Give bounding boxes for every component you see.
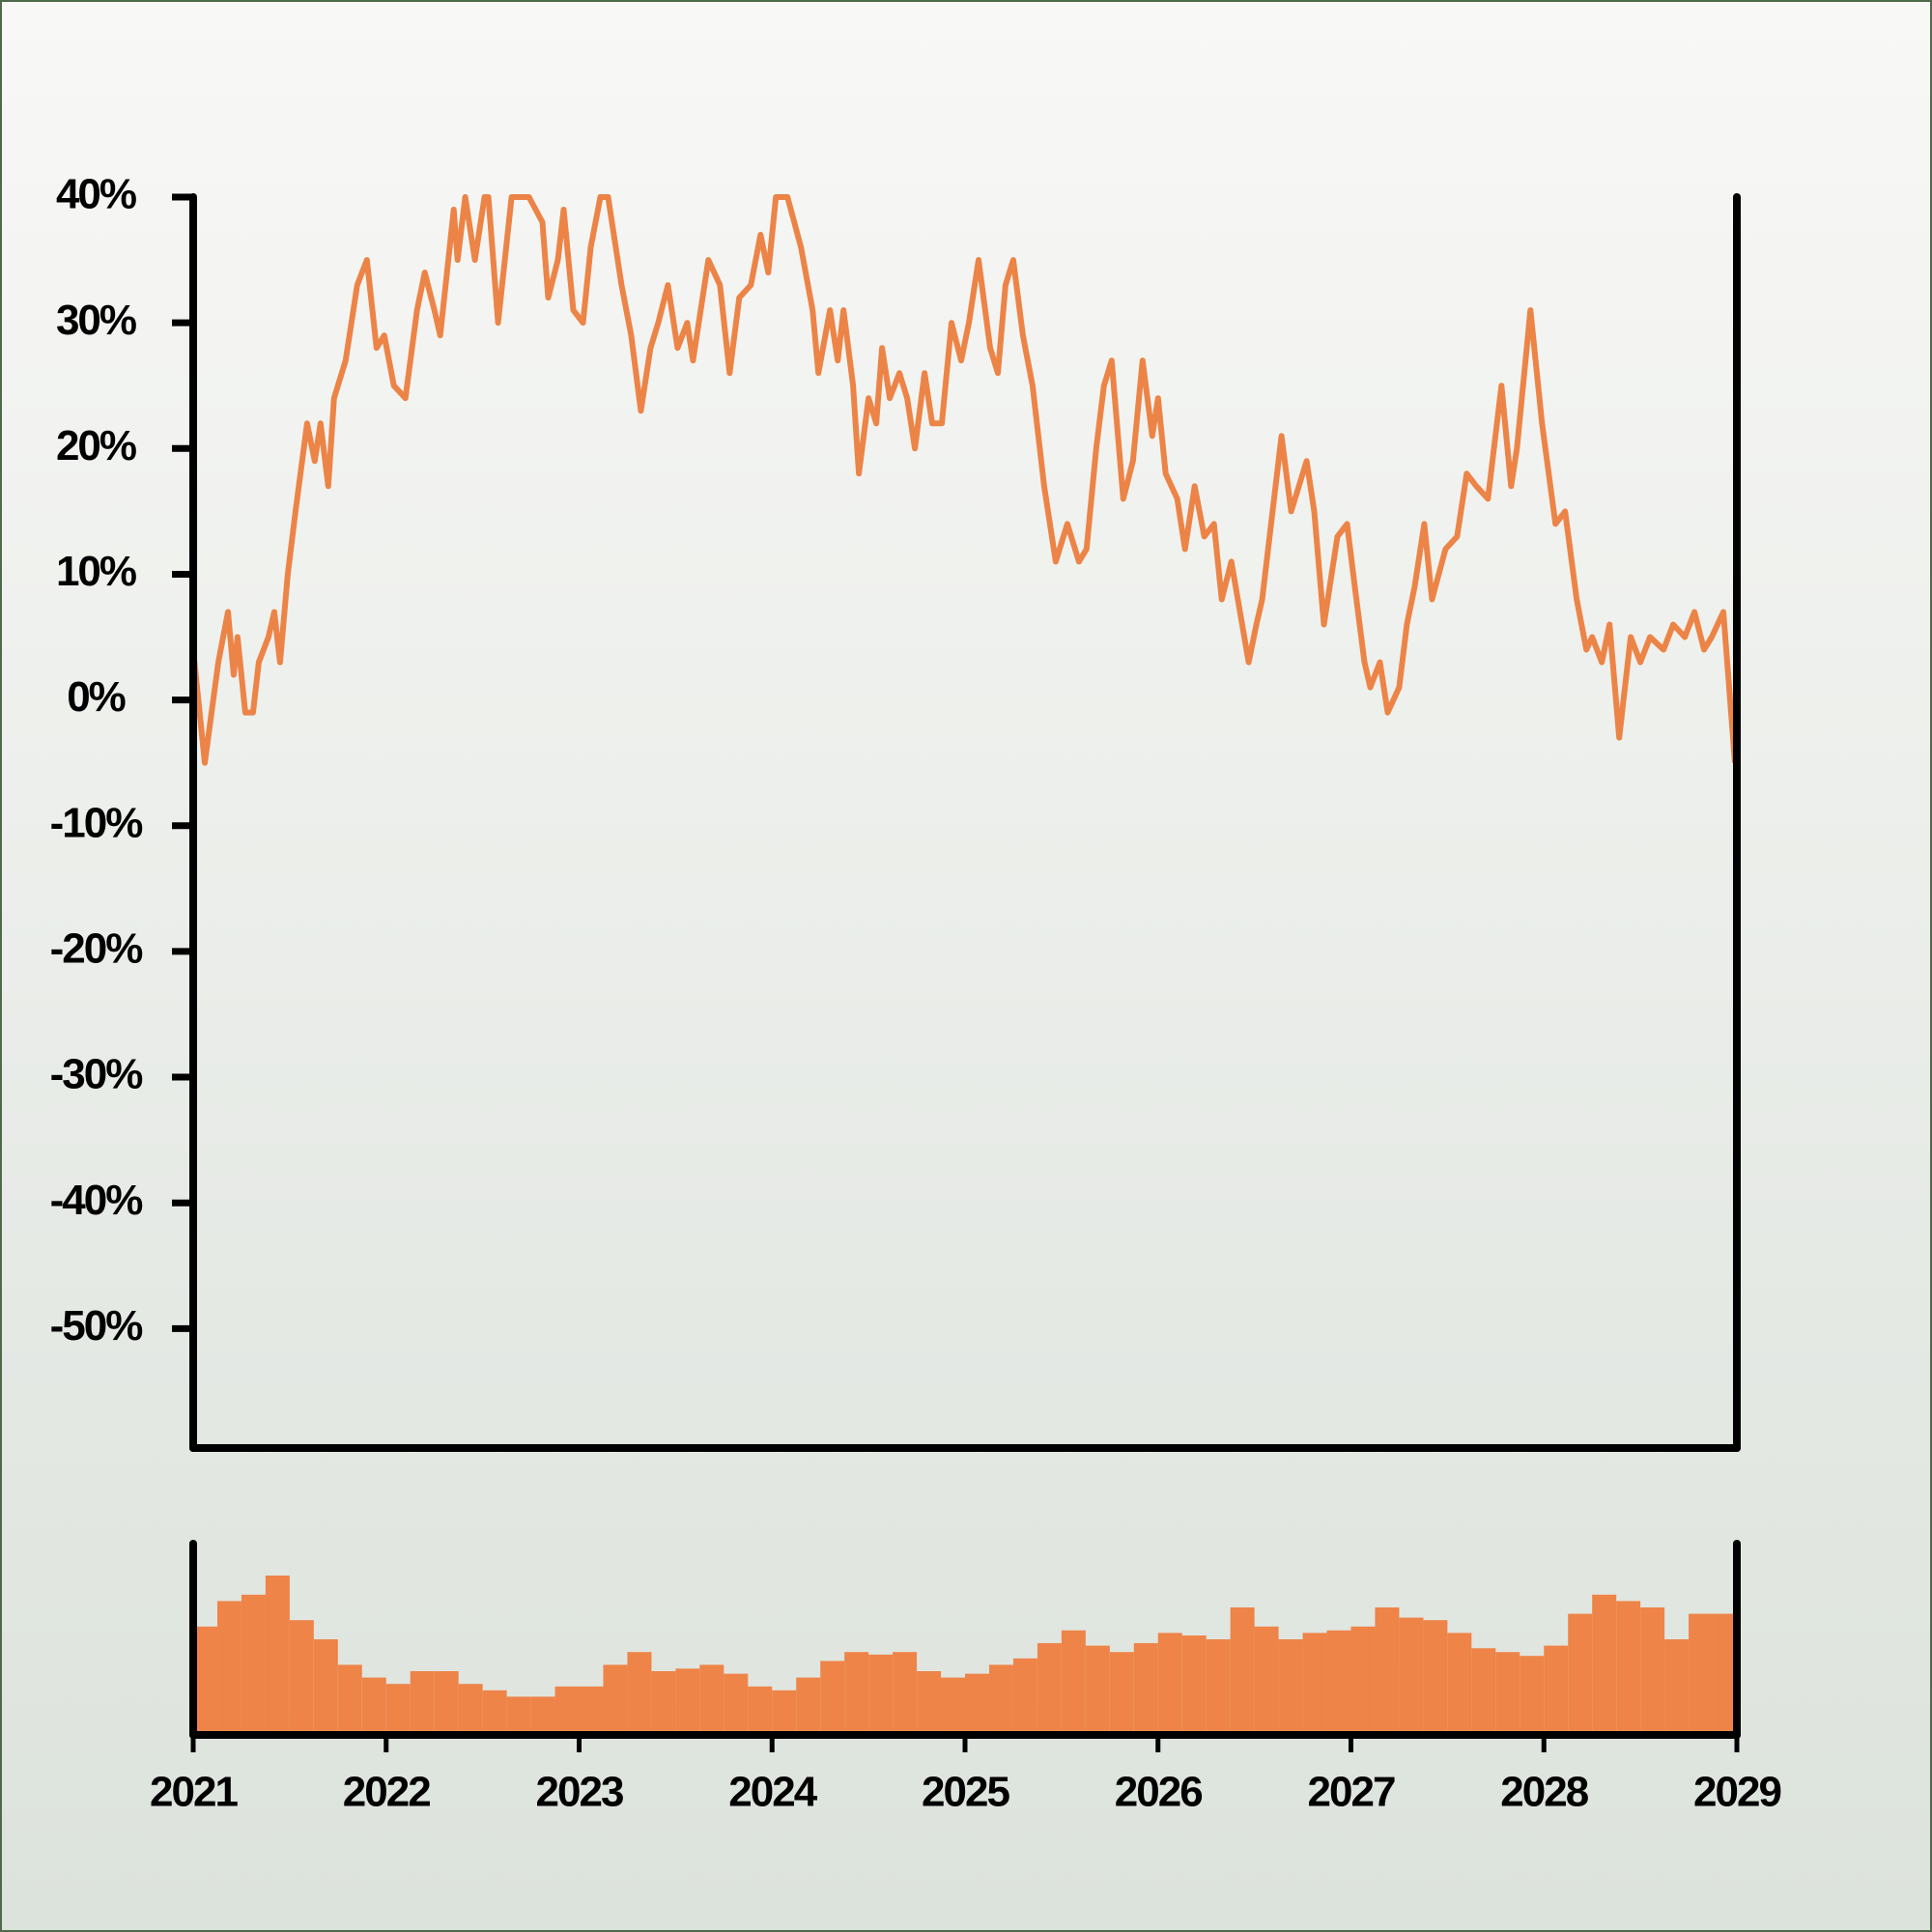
volume-bar	[1157, 1633, 1182, 1735]
volume-bar	[603, 1664, 628, 1735]
volume-bar	[1689, 1613, 1714, 1735]
volume-bar	[361, 1677, 386, 1735]
y-tick-label: 0%	[67, 673, 125, 721]
volume-bar	[1399, 1617, 1424, 1735]
volume-bar	[868, 1654, 894, 1735]
volume-bar	[627, 1652, 652, 1735]
volume-bar	[772, 1690, 797, 1735]
volume-bar	[506, 1696, 531, 1735]
volume-bar	[1302, 1633, 1327, 1735]
x-tick-label: 2025	[922, 1769, 1009, 1816]
volume-bar	[1471, 1648, 1496, 1735]
volume-bar	[1375, 1607, 1400, 1735]
volume-bar	[1568, 1613, 1593, 1735]
volume-bar	[482, 1690, 507, 1735]
volume-bar	[530, 1696, 555, 1735]
volume-bar	[410, 1671, 435, 1735]
volume-bar	[1640, 1607, 1665, 1735]
volume-bar	[965, 1673, 989, 1735]
x-tick-label: 2026	[1115, 1769, 1202, 1816]
volume-bar	[193, 1626, 217, 1735]
y-tick-label: -30%	[50, 1051, 143, 1098]
volume-bar	[1616, 1601, 1641, 1735]
y-tick-label: -40%	[50, 1177, 143, 1224]
y-tick-label: -10%	[50, 799, 143, 846]
volume-bar	[988, 1664, 1013, 1735]
volume-bar	[1544, 1645, 1569, 1735]
volume-bar	[216, 1601, 242, 1735]
volume-bar	[1061, 1630, 1086, 1735]
plot-layer: 40% 30% 20% 10% 0% -10% -20% -30% -40% -50% 2021 20…	[50, 171, 1783, 1816]
volume-bar	[651, 1671, 676, 1735]
volume-bar	[844, 1652, 869, 1735]
volume-bar	[1423, 1620, 1448, 1735]
volume-bar	[579, 1686, 604, 1735]
volume-bar	[917, 1671, 942, 1735]
volume-bar	[1133, 1642, 1158, 1735]
x-tick-label: 2023	[536, 1769, 623, 1816]
y-tick-label: -20%	[50, 925, 143, 973]
y-tick-label: 30%	[56, 297, 136, 344]
data-line	[190, 194, 1738, 766]
volume-bar	[554, 1686, 580, 1735]
volume-bar	[820, 1661, 845, 1735]
x-tick-label: 2027	[1308, 1769, 1395, 1816]
x-tick-label: 2029	[1693, 1769, 1780, 1816]
volume-bar	[748, 1686, 773, 1735]
volume-bar	[724, 1673, 749, 1735]
volume-bar	[289, 1620, 314, 1735]
volume-bar	[1326, 1630, 1351, 1735]
volume-bar	[434, 1671, 459, 1735]
volume-bar	[796, 1677, 821, 1735]
volume-bar	[941, 1677, 965, 1735]
volume-bar	[313, 1639, 338, 1735]
x-tick-label: 2022	[343, 1769, 430, 1816]
volume-bar	[337, 1664, 362, 1735]
y-tick-label: 40%	[56, 171, 136, 218]
volume-bar	[1181, 1635, 1207, 1735]
y-tick-label: -50%	[50, 1302, 143, 1350]
volume-bar	[385, 1684, 411, 1735]
volume-bar	[1447, 1633, 1472, 1735]
x-tick-label: 2028	[1500, 1769, 1588, 1816]
volume-bar	[1206, 1639, 1231, 1735]
volume-bar	[458, 1684, 483, 1735]
volume-bar	[1230, 1607, 1255, 1735]
volume-bar	[1495, 1652, 1520, 1735]
volume-bar	[893, 1652, 918, 1735]
volume-bar	[1664, 1639, 1690, 1735]
volume-bar	[1254, 1626, 1279, 1735]
y-tick-label: 20%	[56, 422, 136, 469]
y-tick-label: 10%	[56, 548, 136, 595]
volume-bar	[1109, 1652, 1134, 1735]
volume-bar	[1713, 1613, 1737, 1735]
volume-bar	[1350, 1626, 1376, 1735]
x-tick-label: 2021	[150, 1769, 238, 1816]
volume-bar	[675, 1668, 700, 1735]
volume-bar	[1085, 1645, 1110, 1735]
volume-bar	[699, 1664, 724, 1735]
volume-bar	[241, 1594, 266, 1735]
volume-bar	[1037, 1642, 1062, 1735]
x-tick-label: 2024	[728, 1769, 817, 1816]
volume-bar	[1520, 1656, 1545, 1735]
volume-bar	[1278, 1639, 1303, 1735]
volume-bar	[265, 1576, 290, 1735]
volume-bar	[1012, 1658, 1037, 1735]
volume-bar	[1592, 1594, 1617, 1735]
